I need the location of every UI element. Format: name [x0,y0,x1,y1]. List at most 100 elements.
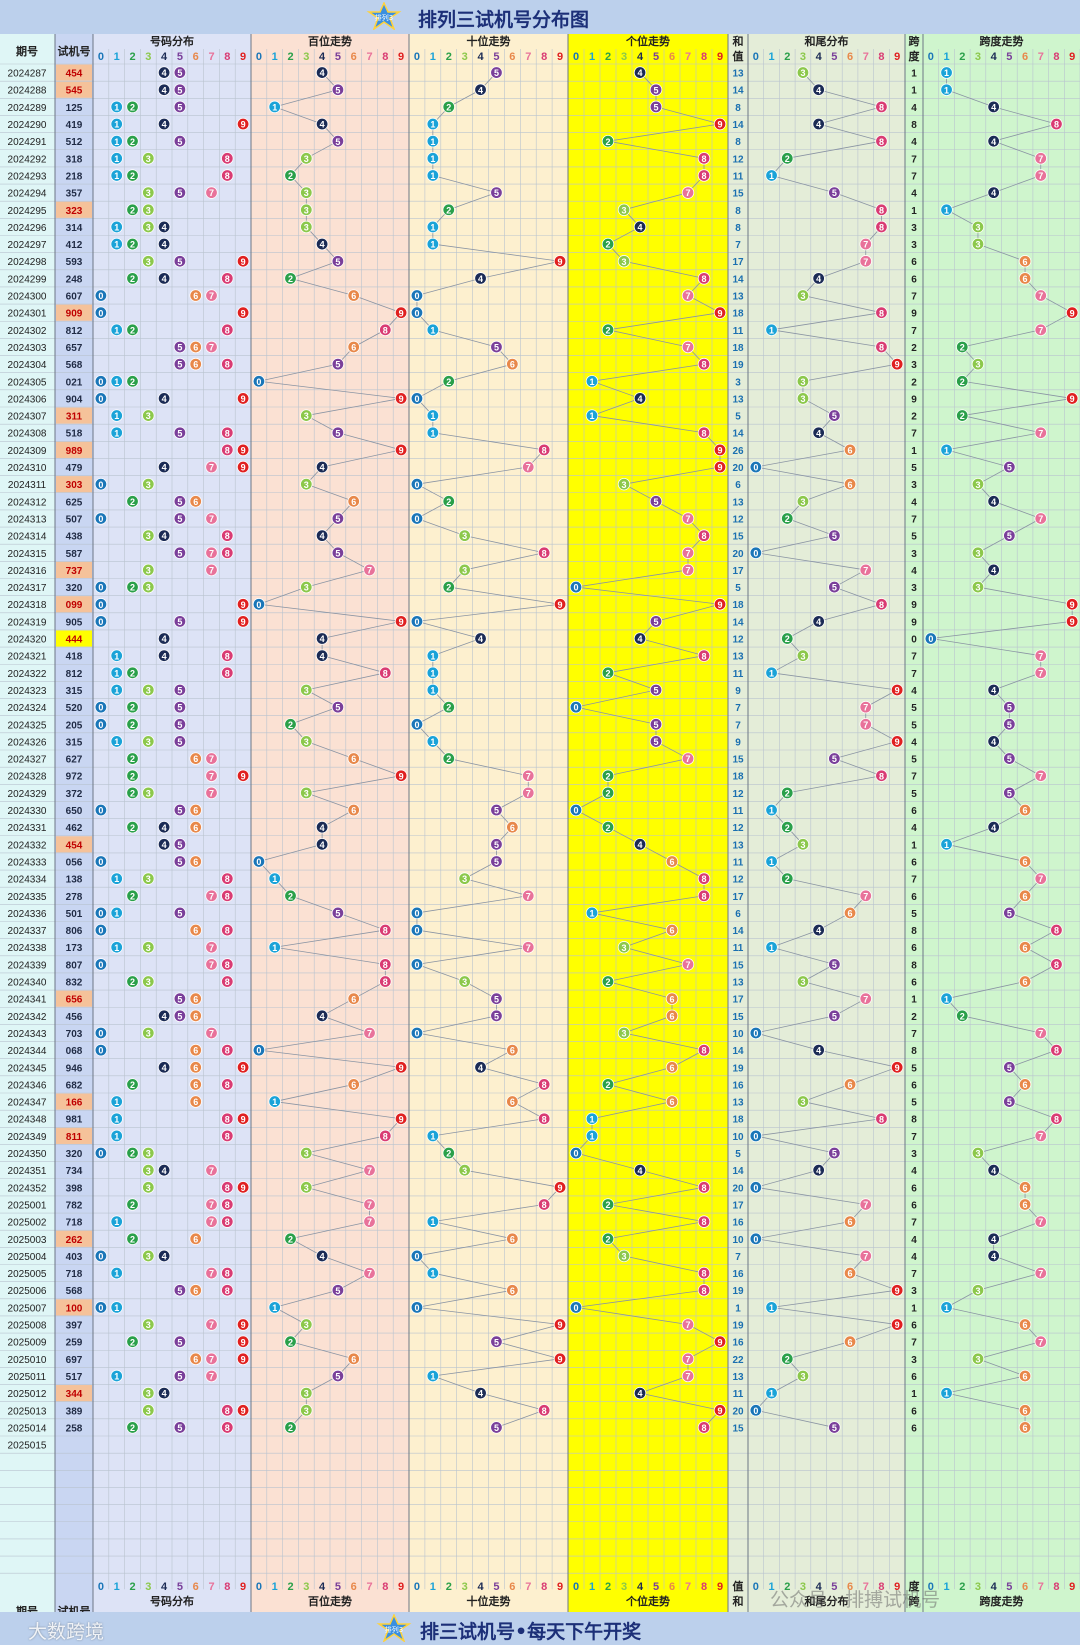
dist-ball [126,580,139,594]
dist-ball-label: 8 [225,1114,230,1124]
tens-ball-label: 2 [446,205,451,215]
hundreds-ball [315,117,329,131]
dist-ball [205,1198,218,1211]
sum-tail-ball-label: 1 [769,1303,774,1313]
dist-ball-label: 8 [225,360,230,370]
span-ball [1018,941,1032,954]
tens-ball [474,272,487,285]
span-cell: 9 [911,600,917,611]
trial-cell: 320 [66,1149,83,1160]
digit-header: 0 [753,1581,759,1593]
span-ball-label: 6 [1023,1320,1028,1330]
dist-ball-label: 2 [130,377,135,387]
units-ball-label: 4 [637,68,642,78]
trial-cell: 248 [66,274,83,285]
dist-ball-label: 8 [225,1131,230,1141]
sum-cell: 13 [732,292,744,303]
sum-cell: 20 [732,549,744,560]
hundreds-ball [300,1404,313,1417]
units-ball [681,340,695,354]
digit-header: 1 [430,51,436,63]
hundreds-ball [331,906,345,920]
span-ball [1003,906,1016,920]
tens-ball-label: 9 [558,1354,563,1364]
dist-ball [221,889,234,902]
hundreds-ball-label: 7 [367,1200,372,1210]
tens-ball [474,83,487,96]
dist-ball-label: 2 [130,205,135,215]
digit-header: 2 [129,51,135,63]
hundreds-ball-label: 9 [399,394,404,404]
dist-ball-label: 7 [209,343,214,353]
units-ball [585,375,599,388]
sum-tail-ball [812,272,825,285]
digit-header: 5 [335,1581,341,1593]
span-ball-label: 4 [991,566,996,576]
span-ball-label: 4 [991,686,996,696]
period-cell: 2024334 [8,875,47,886]
tens-ball-label: 4 [478,85,483,95]
sum-cell: 15 [732,532,744,543]
span-ball-label: 2 [960,411,965,421]
digit-header: 5 [1006,1581,1012,1593]
hundreds-ball [331,512,345,525]
sum-tail-ball-label: 8 [879,1114,884,1124]
tens-ball-label: 6 [510,360,515,370]
sum-tail-ball [781,872,794,885]
dist-ball [221,923,234,937]
span-ball [1065,598,1079,611]
dist-ball-label: 0 [98,308,103,318]
dist-ball [189,752,202,765]
digit-header: 6 [351,1581,357,1593]
span-ball-label: 4 [991,137,996,147]
dist-ball-label: 5 [177,840,182,850]
hundreds-ball-label: 5 [335,909,340,919]
dist-ball-label: 4 [162,1166,167,1176]
digit-header: 4 [637,1581,644,1593]
units-ball [697,1421,711,1434]
tens-ball [506,357,519,371]
span-ball [1034,1266,1047,1280]
dist-ball-label: 0 [98,1029,103,1039]
units-ball-label: 1 [589,1114,594,1124]
span-cell: 6 [911,257,917,268]
period-cell: 2024315 [8,549,47,560]
dist-ball-label: 2 [130,788,135,798]
sum-tail-ball [875,220,888,234]
sum-tail-ball [859,255,872,268]
dist-ball [157,220,171,234]
tens-ball-label: 0 [414,926,419,936]
sum-cell: 18 [732,343,744,354]
digit-header: 6 [351,51,357,63]
sum-cell: 12 [732,514,744,525]
trial-cell: 972 [66,772,83,783]
sum-cell: 15 [732,960,744,971]
sum-tail-ball [765,855,778,868]
dist-ball [142,1163,155,1177]
span-ball-label: 3 [975,583,980,593]
dist-ball [94,923,108,937]
period-cell: 2024344 [8,1046,47,1057]
hundreds-ball [331,83,345,96]
units-ball [649,718,663,731]
sum-cell: 15 [732,1012,744,1023]
tens-ball-label: 5 [494,1337,499,1347]
tens-ball [426,152,440,165]
tens-ball-label: 8 [542,1114,547,1124]
span-cell: 7 [911,326,917,337]
units-ball-label: 6 [669,1011,674,1021]
dist-ball-label: 1 [114,651,119,661]
units-ball [569,803,583,817]
span-ball-label: 7 [1038,668,1043,678]
digit-header: 0 [414,1581,420,1593]
dist-ball [157,529,171,542]
dist-ball-label: 5 [177,1286,182,1296]
dist-ball-label: 7 [209,548,214,558]
sum-cell: 13 [732,394,744,405]
dist-ball [173,718,187,731]
tens-ball-label: 5 [494,188,499,198]
tens-ball-label: 4 [478,1063,483,1073]
units-ball-label: 7 [685,960,690,970]
tens-ball [410,1026,424,1040]
sum-tail-ball [765,323,778,337]
